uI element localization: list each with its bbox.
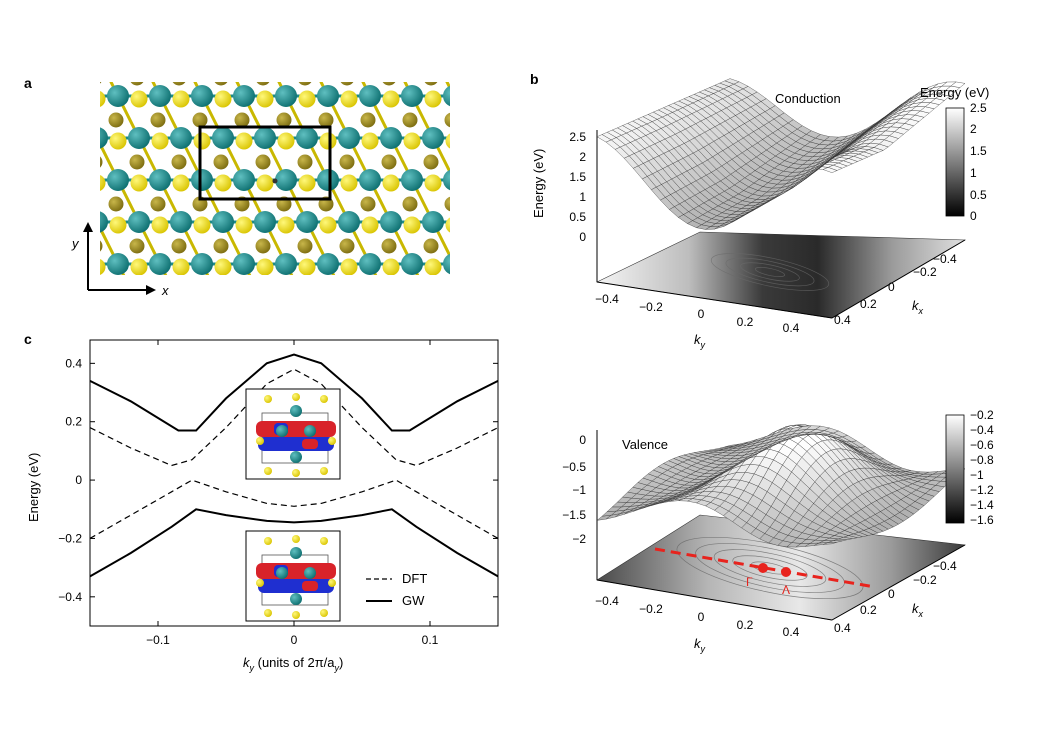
panel-label-b: b (530, 71, 539, 87)
colorbar-tick-label: 0.5 (970, 188, 987, 202)
valence-colorbar (945, 414, 965, 524)
y-tick-label: 0.2 (65, 415, 82, 429)
panel-label-c: c (24, 331, 32, 347)
z-tick-label: 0 (579, 230, 586, 244)
ky-tick-label: −0.2 (639, 300, 663, 314)
ky-tick-label: 0.2 (737, 618, 754, 632)
z-tick-label: 1 (579, 190, 586, 204)
z-tick-label: 0.5 (569, 210, 586, 224)
ky-axis-label-valence: ky (694, 636, 706, 654)
y-tick-label: −0.4 (58, 590, 82, 604)
x-tick-label: 0.1 (422, 633, 439, 647)
gamma-label: Γ (746, 575, 753, 589)
orbital-inset-bottom (245, 530, 341, 622)
axis-indicator (83, 222, 156, 295)
ky-tick-label: 0.2 (737, 315, 754, 329)
z-tick-label: −0.5 (562, 460, 586, 474)
crystal-lattice-image (100, 82, 450, 275)
x-axis-indicator-label: x (161, 283, 169, 298)
x-tick-label: −0.1 (146, 633, 170, 647)
kx-tick-label: −0.4 (933, 252, 957, 266)
ky-axis-label: ky (694, 332, 706, 350)
kx-tick-label: 0.2 (860, 297, 877, 311)
ky-tick-label: 0 (698, 610, 705, 624)
lambda-point (781, 567, 791, 577)
colorbar-tick-label: 2 (970, 122, 977, 136)
kx-tick-label: −0.4 (933, 559, 957, 573)
kx-axis-label: kx (912, 298, 924, 316)
kx-tick-label: 0 (888, 280, 895, 294)
gamma-point (758, 563, 768, 573)
ky-tick-label: 0.4 (783, 625, 800, 639)
z-tick-label: −2 (572, 532, 586, 546)
z-tick-label: 2.5 (569, 130, 586, 144)
colorbar-tick-label: −0.4 (970, 423, 994, 437)
center-dot (272, 178, 278, 184)
colorbar-tick-label: −1.2 (970, 483, 994, 497)
z-tick-label: 2 (579, 150, 586, 164)
colorbar-tick-label: −1.4 (970, 498, 994, 512)
series-line-gw-0 (89, 353, 499, 432)
colorbar-tick-label: 2.5 (970, 101, 987, 115)
colorbar-tick-label: 1.5 (970, 144, 987, 158)
series-line-gw-3 (89, 508, 499, 578)
y-axis-label: Energy (eV) (26, 453, 41, 522)
colorbar-tick-label: 0 (970, 209, 977, 223)
ky-tick-label: −0.4 (595, 594, 619, 608)
series-line-dft-2 (89, 479, 499, 539)
kx-axis-label-valence: kx (912, 601, 924, 619)
kx-tick-label: 0 (888, 587, 895, 601)
z-tick-label: −1 (572, 483, 586, 497)
legend-dft-label: DFT (402, 571, 427, 586)
legend: DFT GW (366, 571, 427, 608)
colorbar-tick-label: −0.6 (970, 438, 994, 452)
x-tick-label: 0 (291, 633, 298, 647)
y-tick-label: −0.2 (58, 531, 82, 545)
y-axis-indicator-label: y (71, 236, 80, 251)
unit-cell-box (198, 125, 332, 201)
colorbar-tick-label: −1 (970, 468, 984, 482)
z-tick-label: 0 (579, 433, 586, 447)
conduction-title: Conduction (775, 91, 841, 106)
series-line-dft-1 (89, 368, 499, 467)
conduction-colorbar (945, 107, 965, 217)
high-symmetry-path (654, 547, 876, 589)
y-tick-label: 0.4 (65, 356, 82, 370)
colorbar-tick-label: −0.8 (970, 453, 994, 467)
z-tick-label: 1.5 (569, 170, 586, 184)
kx-tick-label: 0.2 (860, 603, 877, 617)
y-tick-label: 0 (75, 473, 82, 487)
x-axis-label: ky (units of 2π/ay) (243, 655, 343, 673)
colorbar-title: Energy (eV) (920, 85, 989, 100)
valence-3d-plot (596, 424, 966, 621)
conduction-3d-plot (596, 78, 967, 319)
ky-tick-label: −0.2 (639, 602, 663, 616)
colorbar-tick-label: −0.2 (970, 408, 994, 422)
valence-title: Valence (622, 437, 668, 452)
kx-tick-label: −0.2 (913, 573, 937, 587)
colorbar-tick-label: 1 (970, 166, 977, 180)
ky-tick-label: −0.4 (595, 292, 619, 306)
orbital-inset-top (245, 388, 341, 480)
kx-tick-label: 0.4 (834, 621, 851, 635)
panel-label-a: a (24, 75, 32, 91)
ky-tick-label: 0.4 (783, 321, 800, 335)
colorbar-tick-label: −1.6 (970, 513, 994, 527)
z-axis-label: Energy (eV) (531, 149, 546, 218)
legend-gw-label: GW (402, 593, 425, 608)
z-tick-label: −1.5 (562, 508, 586, 522)
lambda-label: Λ (782, 583, 790, 597)
ky-tick-label: 0 (698, 307, 705, 321)
kx-tick-label: 0.4 (834, 313, 851, 327)
kx-tick-label: −0.2 (913, 265, 937, 279)
